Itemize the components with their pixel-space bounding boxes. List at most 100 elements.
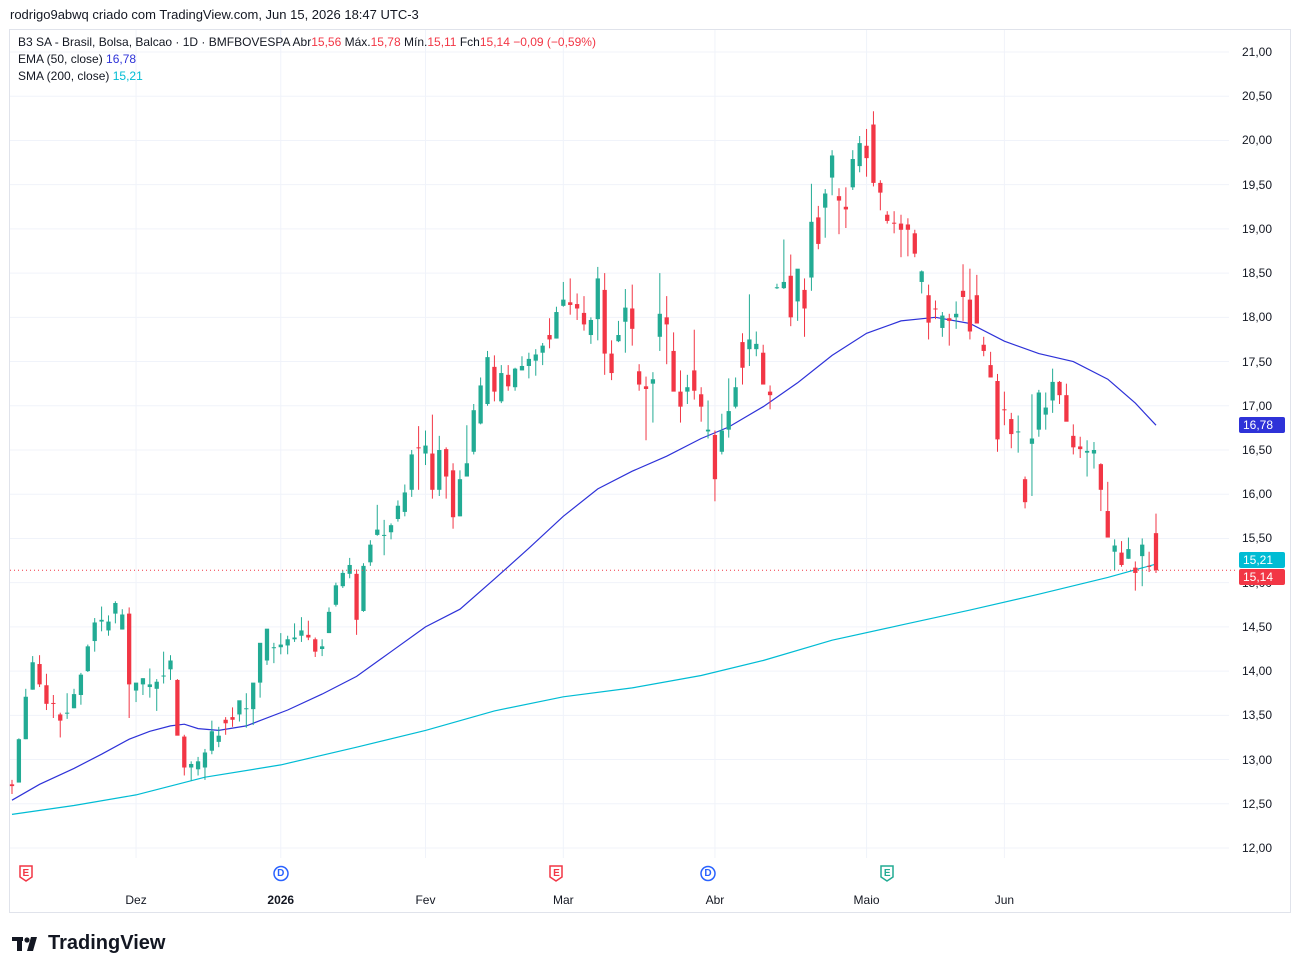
legend-symbol-row: B3 SA - Brasil, Bolsa, Balcao · 1D · BMF…	[18, 34, 596, 51]
sma-price-tag: 15,21	[1239, 552, 1285, 569]
candle	[326, 607, 332, 634]
candle-body	[630, 308, 635, 329]
ema-50-line	[11, 316, 1157, 801]
candle	[168, 655, 173, 680]
legend-ema-row[interactable]: EMA (50, close) 16,78	[18, 51, 596, 68]
candle-body	[195, 761, 201, 770]
candle	[933, 300, 938, 320]
candle	[71, 688, 77, 709]
candle-body	[278, 644, 283, 648]
candle	[127, 607, 132, 718]
candle	[685, 374, 690, 405]
candle-body	[878, 182, 883, 193]
candle-body	[974, 295, 979, 324]
candle	[919, 270, 924, 294]
candle	[761, 344, 766, 385]
candle-body	[616, 335, 621, 342]
dividend-event-icon[interactable]: D	[700, 865, 716, 882]
time-tick-label: Mar	[552, 893, 574, 907]
candle	[719, 413, 724, 455]
candle-body	[230, 717, 235, 720]
candle-body	[754, 343, 759, 350]
earnings-event-icon[interactable]: E	[548, 865, 564, 882]
candle-body	[595, 278, 600, 320]
candle	[843, 187, 849, 229]
candle	[940, 312, 945, 337]
price-tick-label: 18,00	[1241, 310, 1272, 325]
candle	[1112, 539, 1117, 571]
candle	[64, 693, 70, 719]
candle	[189, 761, 194, 781]
candle-body	[257, 642, 263, 683]
candle-body	[588, 319, 594, 336]
candle-body	[540, 345, 545, 353]
candle	[278, 633, 283, 655]
candle-body	[402, 492, 407, 512]
ema-line-layer	[11, 316, 1157, 801]
legend-sma-row[interactable]: SMA (200, close) 15,21	[18, 68, 596, 85]
dividend-event-icon[interactable]: D	[273, 865, 289, 882]
candle-body	[988, 365, 993, 378]
candle-body	[1133, 567, 1138, 573]
price-tick-label: 15,50	[1241, 531, 1272, 546]
candle-body	[388, 525, 394, 533]
candle-body	[1078, 446, 1083, 450]
candle	[774, 283, 780, 290]
candle	[1105, 481, 1110, 538]
candle-body	[664, 317, 669, 325]
candle	[506, 365, 511, 391]
price-tick-label: 13,00	[1241, 752, 1272, 767]
legend: B3 SA - Brasil, Bolsa, Balcao · 1D · BMF…	[18, 34, 596, 85]
candle-body	[1153, 533, 1159, 571]
price-tick-label: 13,50	[1241, 708, 1272, 723]
candle	[195, 756, 201, 776]
tradingview-logo[interactable]: TradingView	[12, 932, 165, 955]
earnings-event-icon[interactable]: E	[879, 865, 895, 882]
candle	[733, 377, 738, 409]
candle-body	[864, 145, 869, 159]
candle-body	[382, 534, 387, 536]
candle-body	[237, 700, 242, 715]
event-letter: E	[883, 868, 891, 879]
event-badge-shape	[880, 865, 894, 882]
candle	[657, 273, 662, 351]
candle-body	[154, 681, 159, 689]
candle-body	[299, 630, 304, 636]
candle-body	[581, 312, 587, 325]
candle	[788, 254, 793, 327]
sma-value: 15,21	[112, 69, 143, 83]
candle-body	[37, 664, 42, 685]
open-value: 15,56	[311, 35, 342, 49]
candle	[340, 570, 345, 588]
candle-body	[416, 447, 421, 449]
candle-body	[850, 159, 855, 188]
candle	[202, 748, 208, 780]
candle	[319, 639, 325, 657]
candle	[699, 387, 704, 422]
price-tick-label: 17,50	[1241, 354, 1272, 369]
candle	[816, 205, 821, 250]
candle	[926, 284, 931, 340]
candle	[905, 218, 911, 257]
ema-value: 16,78	[106, 52, 137, 66]
candle	[1119, 541, 1124, 567]
candle-body	[761, 352, 766, 385]
candle-body	[561, 299, 566, 306]
candle-body	[809, 221, 814, 278]
event-badge-shape	[19, 865, 33, 882]
candle	[471, 404, 476, 455]
candle-body	[512, 368, 518, 388]
symbol-title[interactable]: B3 SA - Brasil, Bolsa, Balcao · 1D · BMF…	[18, 35, 290, 49]
change-value: −0,09 (−0,59%)	[513, 35, 596, 49]
candle-body	[726, 411, 731, 430]
candle-body	[202, 752, 208, 768]
candle	[99, 606, 104, 632]
candle	[354, 569, 359, 635]
candle-body	[326, 611, 332, 634]
candle	[1091, 442, 1097, 469]
earnings-event-icon[interactable]: E	[18, 865, 34, 882]
candle	[1071, 424, 1076, 455]
candle-body	[71, 694, 77, 709]
candle-body	[1029, 438, 1035, 444]
